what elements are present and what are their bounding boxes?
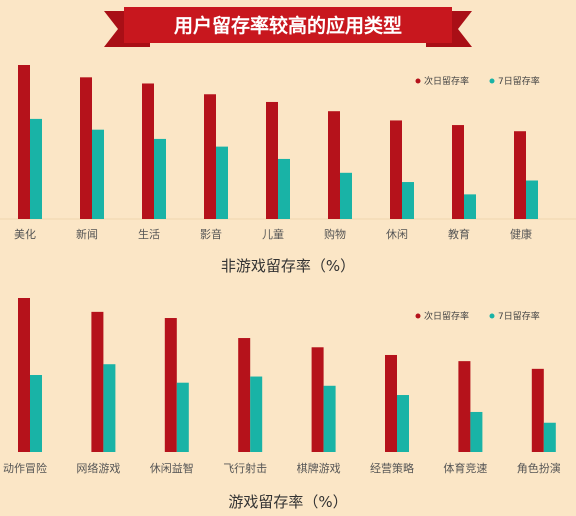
category-label: 体育竞速 <box>443 461 487 475</box>
legend-swatch-7-day <box>489 78 495 84</box>
legend-label-next-day: 次日留存率 <box>424 310 469 322</box>
category-label: 购物 <box>324 227 346 241</box>
category-label: 角色扮演 <box>517 461 561 475</box>
category-label: 休闲益智 <box>150 461 194 475</box>
game-retention-chart: 动作冒险 网络游戏 休闲益智 飞行射击 棋牌游戏 经营策略 体育竞速 角色扮演 次日留存率 7… <box>3 298 561 511</box>
category-label: 新闻 <box>76 227 98 241</box>
category-label: 生活 <box>138 227 160 241</box>
bar-next-day-5 <box>328 111 340 219</box>
category-label: 动作冒险 <box>3 461 47 475</box>
category-label: 教育 <box>448 227 470 241</box>
bar-next-day-3 <box>238 338 251 452</box>
non-game-retention-chart: 美化 新闻 生活 影音 儿童 购物 休闲 教育 健康 次日留存率 7日留存率 非游戏留存率（%） <box>0 65 576 275</box>
legend-swatch-next-day <box>415 78 421 84</box>
chart-title: 游戏留存率（%） <box>228 493 347 511</box>
category-label: 儿童 <box>262 227 284 241</box>
bar-7-day-6 <box>470 411 483 452</box>
bar-7-day-2 <box>176 382 189 452</box>
category-label: 飞行射击 <box>223 461 267 475</box>
bar-next-day-0 <box>18 65 30 219</box>
bar-next-day-3 <box>204 94 216 219</box>
bar-7-day-0 <box>30 375 42 452</box>
legend: 次日留存率 7日留存率 <box>415 75 540 87</box>
bar-7-day-4 <box>323 385 336 452</box>
category-labels: 美化 新闻 生活 影音 儿童 购物 休闲 教育 健康 <box>14 227 532 241</box>
bar-7-day-6 <box>402 182 414 219</box>
bar-group <box>18 65 538 219</box>
bar-7-day-4 <box>278 158 290 219</box>
bar-7-day-3 <box>250 376 263 452</box>
chart-title: 非游戏留存率（%） <box>221 257 355 275</box>
bar-7-day-7 <box>543 422 556 452</box>
bar-next-day-8 <box>514 131 526 219</box>
bar-7-day-3 <box>216 146 228 219</box>
bar-next-day-6 <box>390 120 402 219</box>
category-label: 棋牌游戏 <box>297 461 341 475</box>
bar-next-day-1 <box>80 77 92 219</box>
legend-swatch-7-day <box>489 313 495 319</box>
category-label: 健康 <box>510 227 532 241</box>
bar-next-day-4 <box>266 101 278 219</box>
legend-label-7-day: 7日留存率 <box>498 310 540 322</box>
bar-next-day-1 <box>91 311 104 452</box>
category-label: 美化 <box>14 227 36 241</box>
legend: 次日留存率 7日留存率 <box>415 310 540 322</box>
category-label: 影音 <box>200 227 222 241</box>
bar-next-day-4 <box>311 347 324 452</box>
banner-ribbon <box>124 7 452 43</box>
category-labels: 动作冒险 网络游戏 休闲益智 飞行射击 棋牌游戏 经营策略 体育竞速 角色扮演 <box>3 461 561 475</box>
bar-7-day-0 <box>30 118 42 219</box>
banner-title: 用户留存率较高的应用类型 <box>174 14 402 37</box>
legend-label-7-day: 7日留存率 <box>498 75 540 87</box>
bar-next-day-6 <box>458 361 471 452</box>
bar-7-day-5 <box>397 395 409 452</box>
bar-next-day-7 <box>531 368 544 452</box>
legend-swatch-next-day <box>415 313 421 319</box>
category-label: 经营策略 <box>370 461 414 475</box>
bar-next-day-2 <box>164 318 177 452</box>
bar-next-day-2 <box>142 83 154 219</box>
bar-next-day-0 <box>18 298 30 452</box>
title-banner: 用户留存率较高的应用类型 <box>104 7 472 47</box>
bar-group <box>18 298 556 452</box>
bar-7-day-5 <box>340 172 352 219</box>
bar-7-day-2 <box>154 138 166 219</box>
bar-7-day-7 <box>464 194 476 219</box>
category-label: 网络游戏 <box>76 461 120 475</box>
legend-label-next-day: 次日留存率 <box>424 75 469 87</box>
bar-7-day-1 <box>92 129 104 219</box>
bar-next-day-5 <box>385 354 397 452</box>
category-label: 休闲 <box>386 227 408 241</box>
bar-7-day-1 <box>103 364 116 452</box>
bar-next-day-7 <box>452 125 464 219</box>
bar-7-day-8 <box>526 180 538 219</box>
